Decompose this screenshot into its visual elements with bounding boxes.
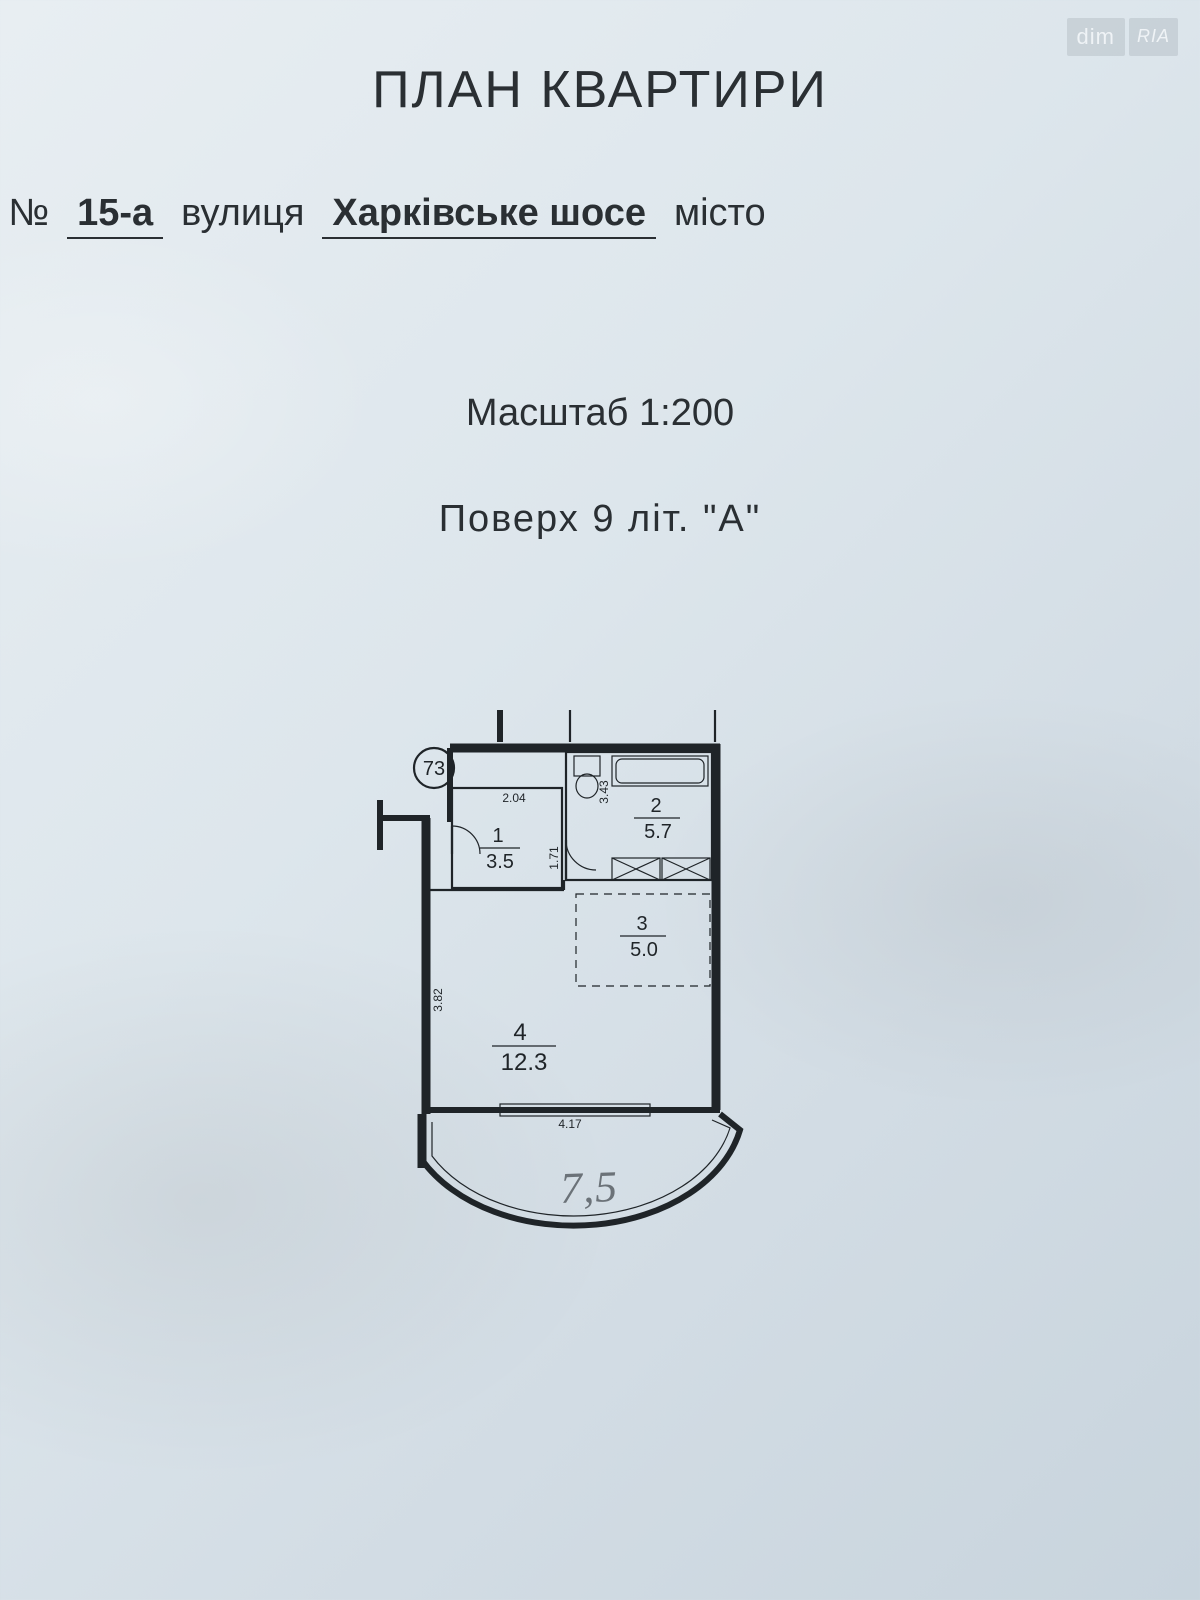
- handwritten-balcony-area: 7,5: [559, 1161, 619, 1214]
- scale-label: Масштаб 1:200: [0, 392, 1200, 435]
- dim-5: 4.17: [558, 1117, 582, 1131]
- address-prefix: ок №: [0, 192, 49, 235]
- floor-label: Поверх 9 літ. "А": [0, 498, 1200, 541]
- watermark: dim RIA: [1067, 18, 1178, 56]
- street-label: вулиця: [181, 192, 304, 235]
- dim-3: 1.71: [547, 846, 561, 870]
- room-1-id: 1: [492, 825, 503, 847]
- city-label: місто: [674, 192, 766, 235]
- dim-1: 2.04: [502, 791, 526, 805]
- watermark-secondary: RIA: [1129, 18, 1178, 56]
- dim-2: 3.43: [597, 780, 611, 804]
- page-title: ПЛАН КВАРТИРИ: [0, 60, 1200, 120]
- room-4-area: 12.3: [501, 1049, 548, 1076]
- room-1-area: 3.5: [486, 851, 514, 873]
- watermark-primary: dim: [1067, 18, 1125, 56]
- room-3-id: 3: [636, 913, 647, 935]
- unit-number: 73: [423, 758, 445, 780]
- dim-4: 3.82: [431, 988, 445, 1012]
- address-number: 15-а: [67, 192, 163, 239]
- street-name: Харківське шосе: [322, 192, 656, 239]
- address-line: ок № 15-а вулиця Харківське шосе місто: [0, 192, 1200, 239]
- room-4-id: 4: [513, 1019, 526, 1046]
- room-3-area: 5.0: [630, 939, 658, 961]
- room-2-area: 5.7: [644, 821, 672, 843]
- room-2-id: 2: [650, 795, 661, 817]
